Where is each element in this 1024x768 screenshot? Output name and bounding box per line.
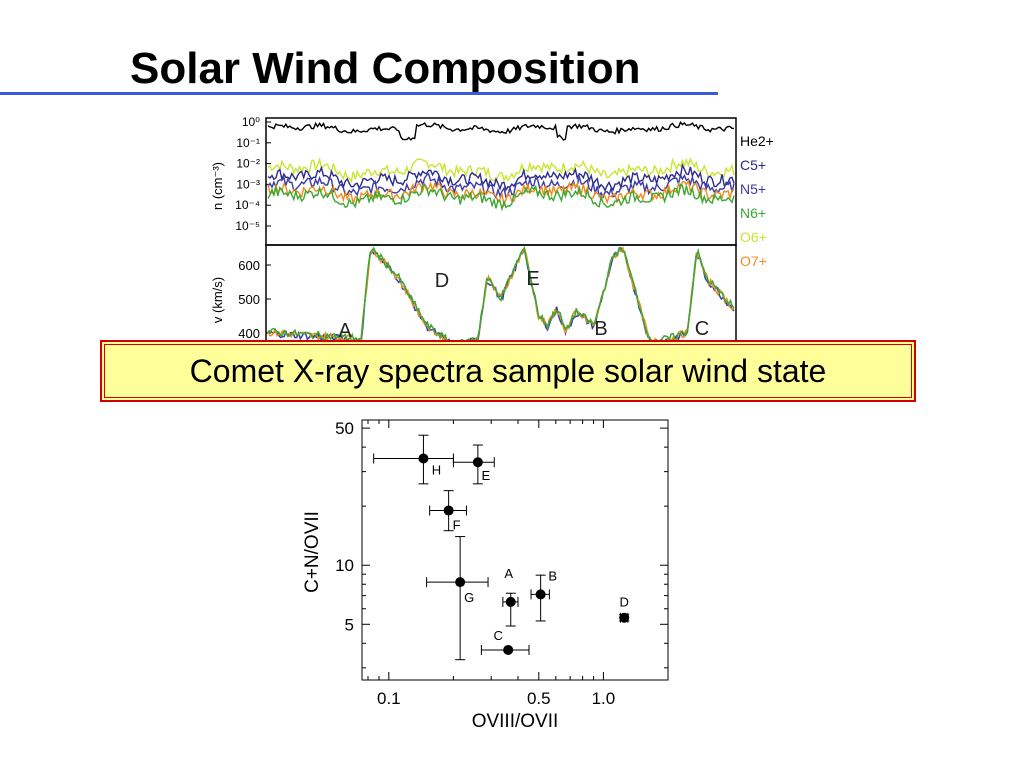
density-tick-label: 10⁻⁴: [235, 198, 260, 212]
scatter-points: H E F G A B C D: [373, 434, 630, 661]
density-y-axis: 10⁰ 10⁻¹ 10⁻² 10⁻³ 10⁻⁴ 10⁻⁵: [235, 115, 271, 233]
scatter-plot-frame: [361, 419, 669, 681]
density-tick-label: 10⁻⁵: [235, 219, 260, 233]
legend-entry-O6plus: O6+: [740, 229, 767, 245]
velocity-annotations: A D E B C: [338, 268, 709, 342]
density-series-line-N6plus: [267, 183, 735, 212]
velocity-annotation-A: A: [338, 320, 352, 342]
title-underline: [0, 92, 718, 95]
scatter-marker: [619, 612, 630, 623]
y-tick-label: 50: [335, 419, 354, 438]
callout-text: Comet X-ray spectra sample solar wind st…: [189, 352, 827, 389]
density-tick-label: 10⁻³: [236, 177, 260, 191]
scatter-point-H: H: [373, 434, 454, 485]
scatter-point-E: E: [452, 444, 495, 485]
scatter-marker: [505, 596, 516, 607]
density-series-line-O7plus: [267, 178, 734, 208]
density-legend: He2+ C5+ N5+ N6+ O6+ O7+: [740, 133, 774, 269]
callout-box: Comet X-ray spectra sample solar wind st…: [100, 340, 916, 402]
scatter-point-label: G: [464, 590, 474, 605]
legend-entry-N5plus: N5+: [740, 181, 766, 197]
velocity-annotation-B: B: [594, 318, 607, 340]
density-tick-label: 10⁻¹: [236, 136, 260, 150]
density-ylabel: n (cm⁻³): [210, 162, 225, 210]
density-tick-label: 10⁰: [242, 115, 260, 129]
scatter-ylabel: C+N/OVII: [302, 511, 323, 593]
scatter-marker: [472, 457, 483, 468]
y-tick-label: 10: [335, 556, 354, 575]
scatter-point-D: D: [619, 595, 630, 623]
legend-entry-He2plus: He2+: [740, 133, 774, 149]
x-tick-label: 0.5: [527, 689, 551, 708]
legend-entry-C5plus: C5+: [740, 157, 766, 173]
legend-entry-N6plus: N6+: [740, 205, 766, 221]
scatter-point-label: E: [482, 468, 491, 483]
scatter-marker: [455, 577, 466, 588]
scatter-point-label: D: [620, 595, 629, 610]
scatter-point-label: H: [432, 463, 441, 478]
density-series-group: [267, 120, 735, 212]
density-series-line-He2plus: [267, 120, 735, 141]
scatter-marker: [418, 453, 429, 464]
slide-title: Solar Wind Composition: [130, 44, 641, 93]
scatter-point-B: B: [530, 568, 557, 622]
velocity-ylabel: v (km/s): [210, 277, 225, 323]
scatter-axes: 0.1 0.5 1.0 50 10 5: [335, 419, 669, 708]
scatter-xlabel: OVIII/OVII: [472, 711, 559, 732]
velocity-tick-label: 500: [238, 292, 260, 307]
density-tick-label: 10⁻²: [236, 157, 260, 171]
scatter-marker: [503, 644, 514, 655]
scatter-point-label: F: [453, 518, 461, 533]
velocity-annotation-C: C: [695, 318, 709, 340]
velocity-tick-label: 600: [238, 258, 260, 273]
legend-entry-O7plus: O7+: [740, 253, 767, 269]
scatter-point-C: C: [480, 628, 530, 655]
velocity-annotation-E: E: [526, 268, 539, 290]
velocity-y-axis: 600 500 400: [238, 258, 271, 341]
scatter-point-G: G: [426, 536, 489, 661]
scatter-marker: [535, 589, 546, 600]
density-series-line-O6plus: [267, 156, 735, 184]
y-tick-label: 5: [345, 615, 354, 634]
velocity-panel-frame: [265, 244, 737, 345]
scatter-point-A: A: [502, 566, 519, 627]
solar-wind-timeseries-figure: 10⁰ 10⁻¹ 10⁻² 10⁻³ 10⁻⁴ 10⁻⁵ n (cm⁻³) He2+ C5+…: [210, 115, 774, 345]
scatter-marker: [443, 505, 454, 516]
scatter-point-F: F: [429, 490, 467, 533]
velocity-annotation-D: D: [435, 270, 449, 292]
density-series-line-C5plus: [267, 162, 735, 193]
x-tick-label: 0.1: [377, 689, 401, 708]
scatter-point-label: B: [548, 568, 557, 583]
velocity-tick-label: 400: [238, 326, 260, 341]
scatter-point-label: A: [504, 566, 513, 581]
scatter-point-label: C: [493, 628, 502, 643]
x-tick-label: 1.0: [592, 689, 616, 708]
